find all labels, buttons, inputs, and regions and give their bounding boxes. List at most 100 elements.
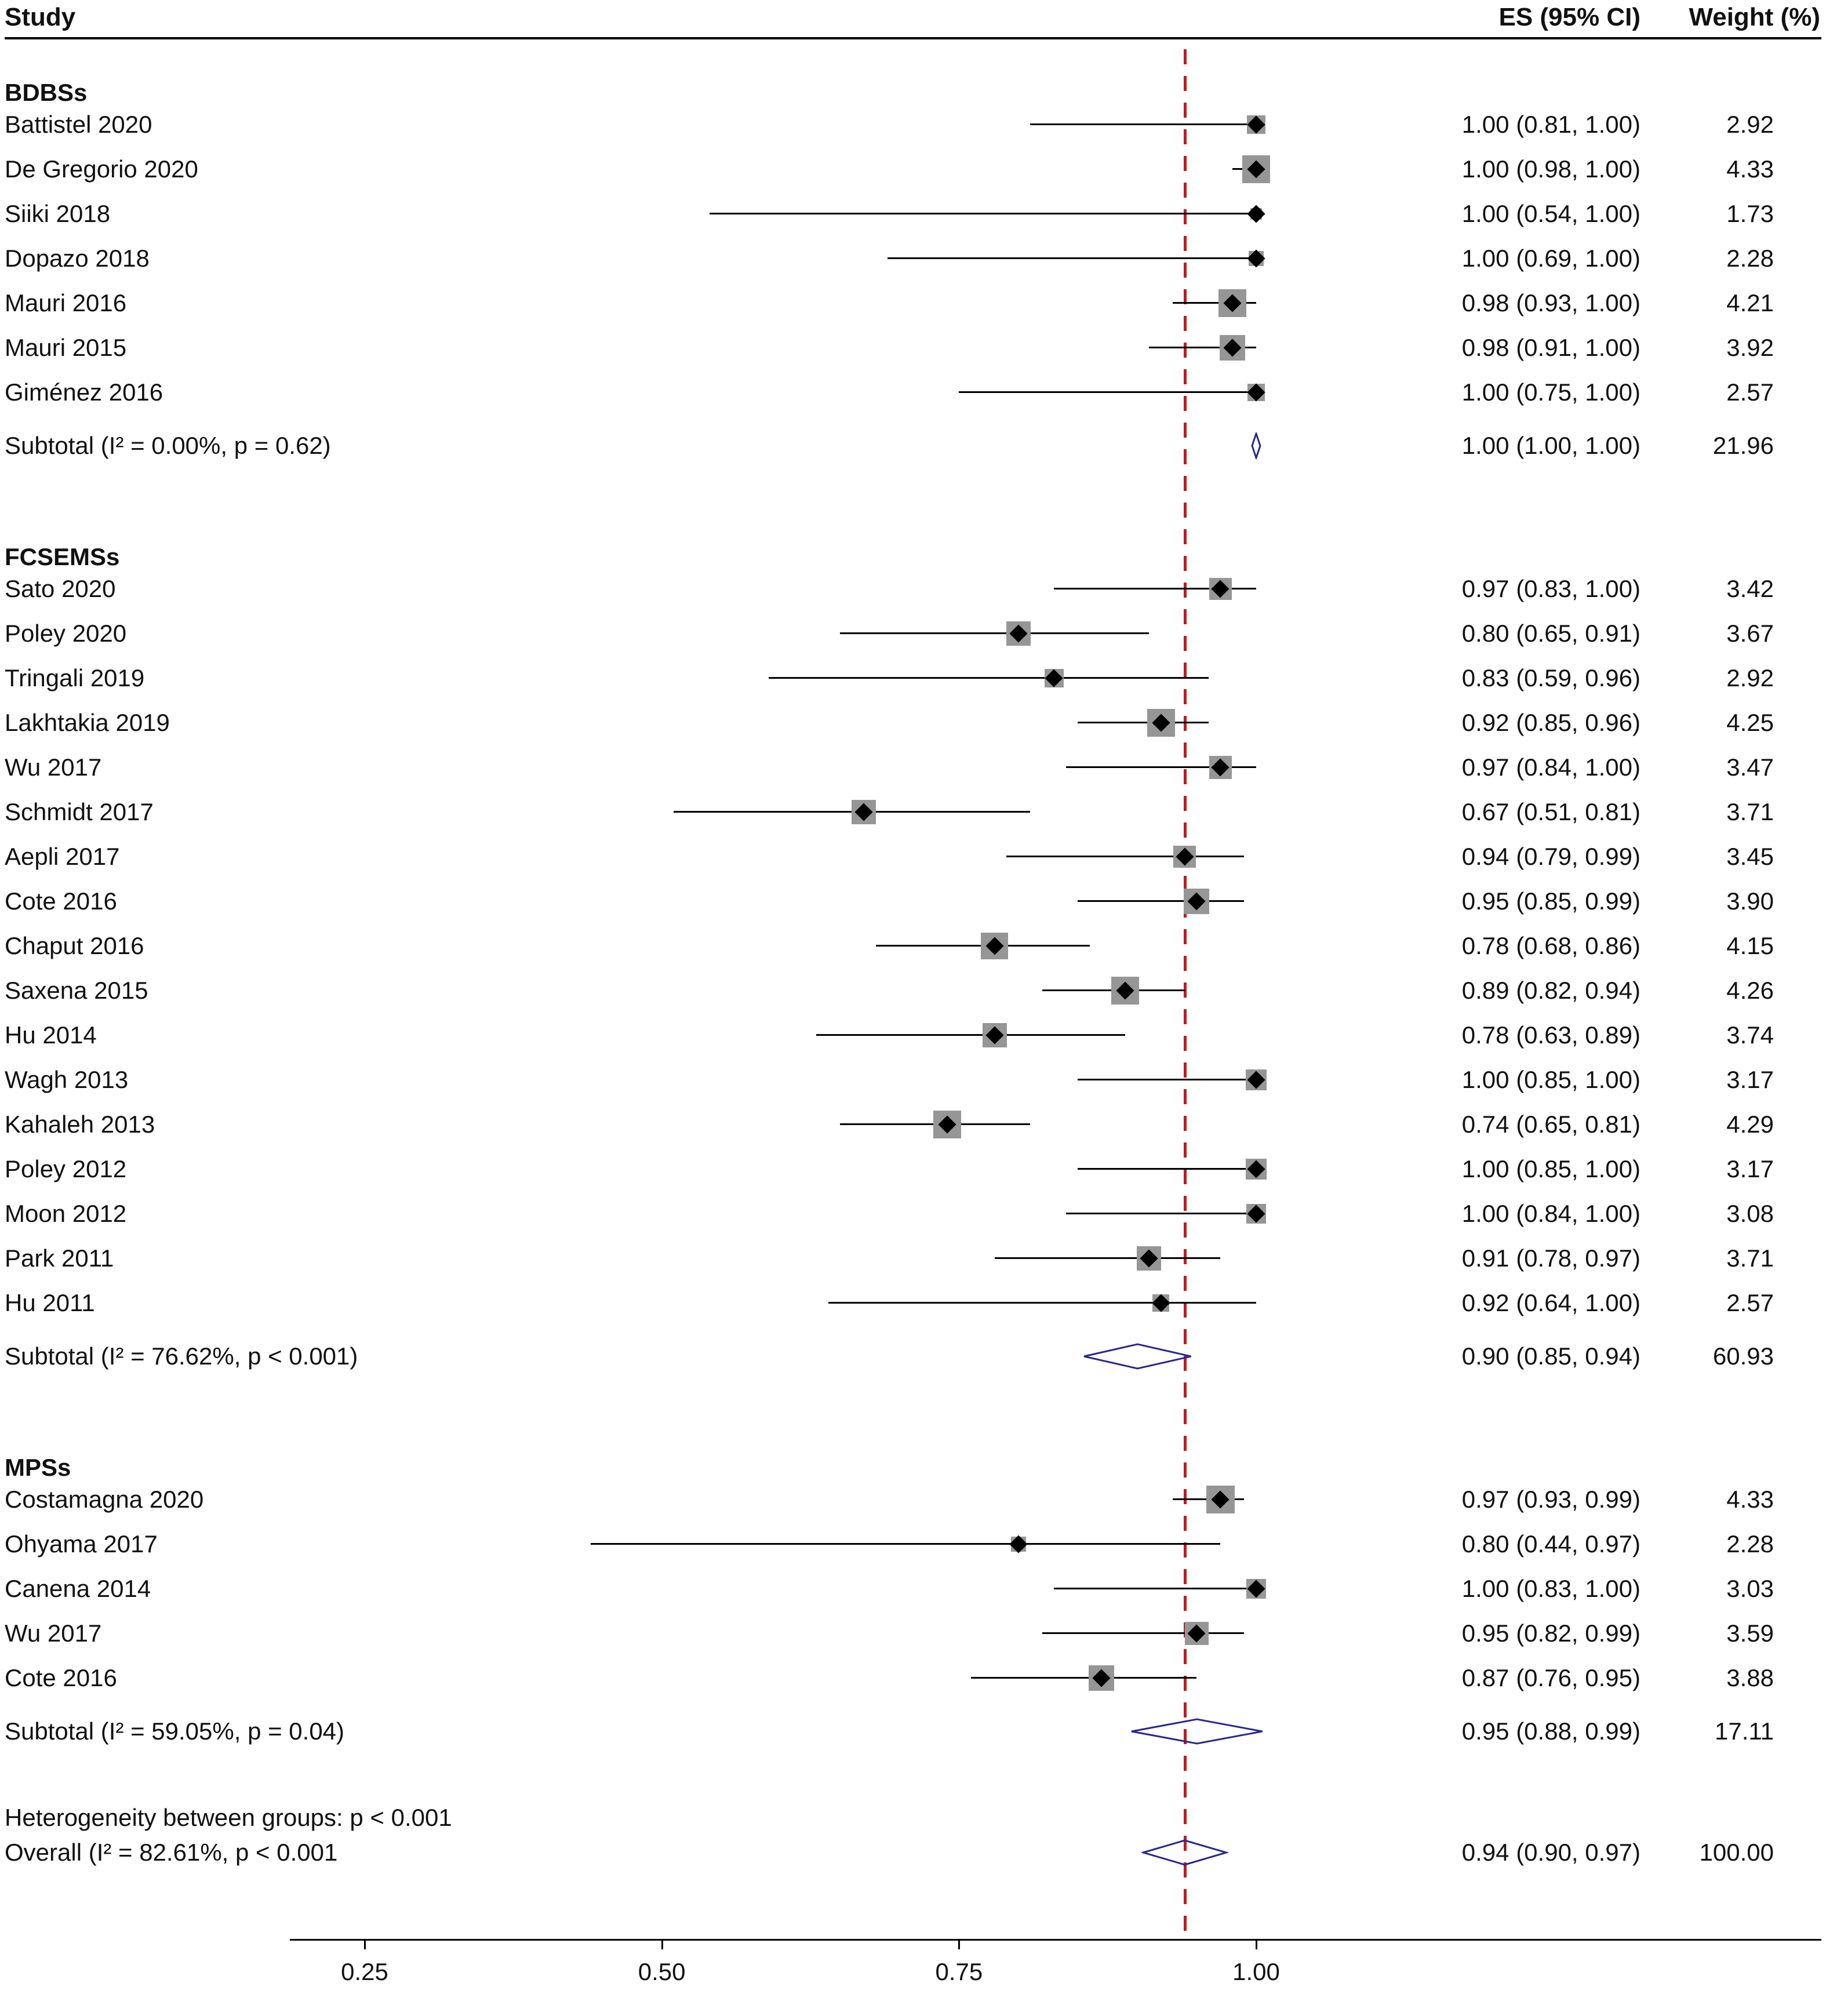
study-label: Moon 2012 <box>5 1200 127 1227</box>
ci-line <box>828 1302 1256 1304</box>
weight-value: 3.45 <box>1726 843 1774 870</box>
subtotal-label: Subtotal (I² = 0.00%, p = 0.62) <box>5 432 331 459</box>
point-marker <box>1247 205 1265 223</box>
ci-line <box>840 632 1150 634</box>
x-axis-tick <box>661 1939 663 1949</box>
es-value: 0.98 (0.93, 1.00) <box>1461 289 1641 316</box>
column-header-es: ES (95% CI) <box>1498 3 1641 31</box>
x-axis-tick-label: 0.25 <box>341 1958 388 1985</box>
es-value: 0.91 (0.78, 0.97) <box>1461 1244 1641 1272</box>
weight-value: 1.73 <box>1726 200 1774 227</box>
weight-value: 3.90 <box>1726 887 1774 915</box>
es-value: 0.67 (0.51, 0.81) <box>1461 798 1641 825</box>
column-header-study: Study <box>5 3 76 31</box>
study-label: Wagh 2013 <box>5 1066 129 1093</box>
es-value: 0.80 (0.44, 0.97) <box>1461 1530 1641 1558</box>
weight-value: 4.25 <box>1726 709 1774 736</box>
weight-value: 3.88 <box>1726 1664 1774 1691</box>
es-value: 1.00 (0.54, 1.00) <box>1461 200 1641 227</box>
ci-line <box>1030 123 1256 125</box>
es-value: 1.00 (0.84, 1.00) <box>1461 1200 1641 1227</box>
ci-line <box>1173 302 1256 304</box>
es-value: 0.83 (0.59, 0.96) <box>1461 664 1641 692</box>
x-axis-tick-label: 0.50 <box>638 1958 686 1985</box>
overall-label: Overall (I² = 82.61%, p < 0.001 <box>5 1839 338 1866</box>
ci-line <box>1054 1588 1256 1589</box>
x-axis-line <box>290 1939 1821 1941</box>
study-label: Cote 2016 <box>5 887 117 915</box>
study-label: Tringali 2019 <box>5 664 145 692</box>
study-label: Mauri 2016 <box>5 289 127 316</box>
weight-value: 2.28 <box>1726 1530 1774 1558</box>
study-label: Poley 2012 <box>5 1155 127 1182</box>
group-label: BDBSs <box>5 79 88 106</box>
study-label: Costamagna 2020 <box>5 1486 204 1513</box>
weight-value: 100.00 <box>1699 1839 1774 1866</box>
ci-line <box>1149 347 1256 348</box>
ci-line <box>1078 722 1209 723</box>
weight-value: 4.33 <box>1726 155 1774 183</box>
es-value: 1.00 (0.69, 1.00) <box>1461 245 1641 272</box>
study-label: De Gregorio 2020 <box>5 155 198 183</box>
weight-value: 4.26 <box>1726 977 1774 1004</box>
ci-line <box>1078 900 1245 902</box>
reference-line <box>1183 49 1187 1939</box>
study-label: Lakhtakia 2019 <box>5 709 170 736</box>
study-label: Battistel 2020 <box>5 111 152 138</box>
study-label: Aepli 2017 <box>5 843 120 870</box>
ci-line <box>1054 588 1256 589</box>
es-value: 0.97 (0.83, 1.00) <box>1461 575 1641 602</box>
ci-line <box>994 1257 1221 1259</box>
weight-value: 3.08 <box>1726 1200 1774 1227</box>
study-label: Poley 2020 <box>5 620 127 647</box>
group-label: MPSs <box>5 1454 71 1481</box>
weight-value: 3.67 <box>1726 620 1774 647</box>
weight-value: 2.57 <box>1726 1289 1774 1316</box>
es-value: 1.00 (0.98, 1.00) <box>1461 155 1641 183</box>
weight-value: 21.96 <box>1712 432 1774 459</box>
study-label: Canena 2014 <box>5 1575 151 1602</box>
es-value: 1.00 (0.75, 1.00) <box>1461 379 1641 406</box>
weight-value: 3.42 <box>1726 575 1774 602</box>
heterogeneity-note: Heterogeneity between groups: p < 0.001 <box>5 1804 452 1831</box>
study-label: Hu 2011 <box>5 1289 95 1316</box>
es-value: 0.92 (0.64, 1.00) <box>1461 1289 1641 1316</box>
ci-line <box>1065 1213 1256 1214</box>
es-value: 1.00 (1.00, 1.00) <box>1461 432 1641 459</box>
weight-value: 3.17 <box>1726 1155 1774 1182</box>
study-label: Park 2011 <box>5 1244 114 1272</box>
ci-line <box>887 257 1256 259</box>
es-value: 1.00 (0.81, 1.00) <box>1461 111 1641 138</box>
weight-value: 3.17 <box>1726 1066 1774 1093</box>
es-value: 0.95 (0.88, 0.99) <box>1461 1717 1641 1745</box>
es-value: 1.00 (0.83, 1.00) <box>1461 1575 1641 1602</box>
study-label: Saxena 2015 <box>5 977 148 1004</box>
es-value: 0.98 (0.91, 1.00) <box>1461 334 1641 361</box>
ci-line <box>709 213 1256 214</box>
x-axis-tick <box>958 1939 961 1949</box>
study-label: Siiki 2018 <box>5 200 111 227</box>
weight-value: 3.03 <box>1726 1575 1774 1602</box>
es-value: 0.94 (0.90, 0.97) <box>1461 1839 1641 1866</box>
weight-value: 3.47 <box>1726 754 1774 781</box>
group-label: FCSEMSs <box>5 543 120 570</box>
study-label: Wu 2017 <box>5 754 102 781</box>
subtotal-label: Subtotal (I² = 76.62%, p < 0.001) <box>5 1342 358 1370</box>
x-axis-tick-label: 1.00 <box>1232 1958 1280 1985</box>
study-label: Giménez 2016 <box>5 379 163 406</box>
es-value: 0.78 (0.63, 0.89) <box>1461 1021 1641 1049</box>
weight-value: 4.15 <box>1726 932 1774 959</box>
study-label: Sato 2020 <box>5 575 116 602</box>
ci-line <box>1065 766 1256 768</box>
weight-value: 2.92 <box>1726 664 1774 692</box>
ci-line <box>1006 856 1245 857</box>
x-axis-tick <box>364 1939 366 1949</box>
study-label: Wu 2017 <box>5 1620 102 1647</box>
subtotal-diamond <box>1131 1718 1263 1745</box>
header-rule <box>5 37 1821 39</box>
weight-value: 4.33 <box>1726 1486 1774 1513</box>
es-value: 0.87 (0.76, 0.95) <box>1461 1664 1641 1691</box>
weight-value: 3.74 <box>1726 1021 1774 1049</box>
ci-line <box>769 677 1209 679</box>
